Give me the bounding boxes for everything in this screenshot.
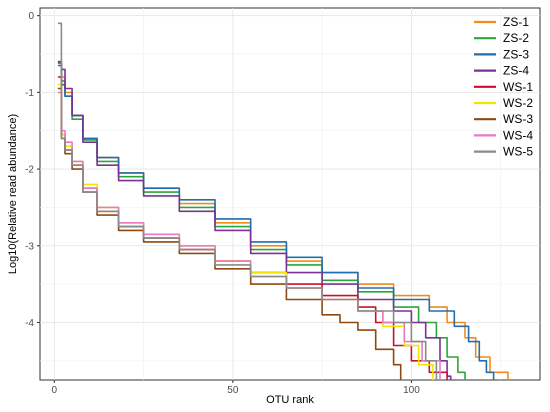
- legend-label-zs-1: ZS-1: [503, 15, 529, 29]
- x-axis-title: OTU rank: [266, 394, 314, 406]
- x-tick-label: 0: [52, 385, 58, 396]
- legend: ZS-1 ZS-2 ZS-3 ZS-4 WS-1 WS-2 WS-3 WS-4 WS-5: [474, 15, 533, 159]
- series-line-ws-5: [57, 22, 438, 380]
- series-line-zs-4: [57, 60, 452, 380]
- y-tick-label: -1: [25, 88, 34, 99]
- y-tick-label: 0: [28, 11, 34, 22]
- y-tick-label: -2: [25, 165, 34, 176]
- axis-ticks: 0 50 100 0 -1 -2 -3 -4: [25, 11, 420, 396]
- y-axis-title: Log10(Relative read abundance): [7, 114, 19, 274]
- y-tick-label: -4: [25, 318, 34, 329]
- legend-label-zs-3: ZS-3: [503, 47, 529, 61]
- legend-label-ws-3: WS-3: [503, 112, 533, 126]
- series-lines: [57, 22, 509, 380]
- legend-label-zs-4: ZS-4: [503, 64, 529, 78]
- legend-label-ws-4: WS-4: [503, 128, 533, 142]
- legend-label-ws-2: WS-2: [503, 96, 533, 110]
- legend-label-zs-2: ZS-2: [503, 31, 529, 45]
- x-tick-label: 50: [227, 385, 239, 396]
- legend-label-ws-5: WS-5: [503, 145, 533, 159]
- x-tick-label: 100: [403, 385, 420, 396]
- plot-panel: [39, 7, 541, 381]
- legend-label-ws-1: WS-1: [503, 80, 533, 94]
- grid-lines: [40, 8, 540, 380]
- y-tick-label: -3: [25, 241, 34, 252]
